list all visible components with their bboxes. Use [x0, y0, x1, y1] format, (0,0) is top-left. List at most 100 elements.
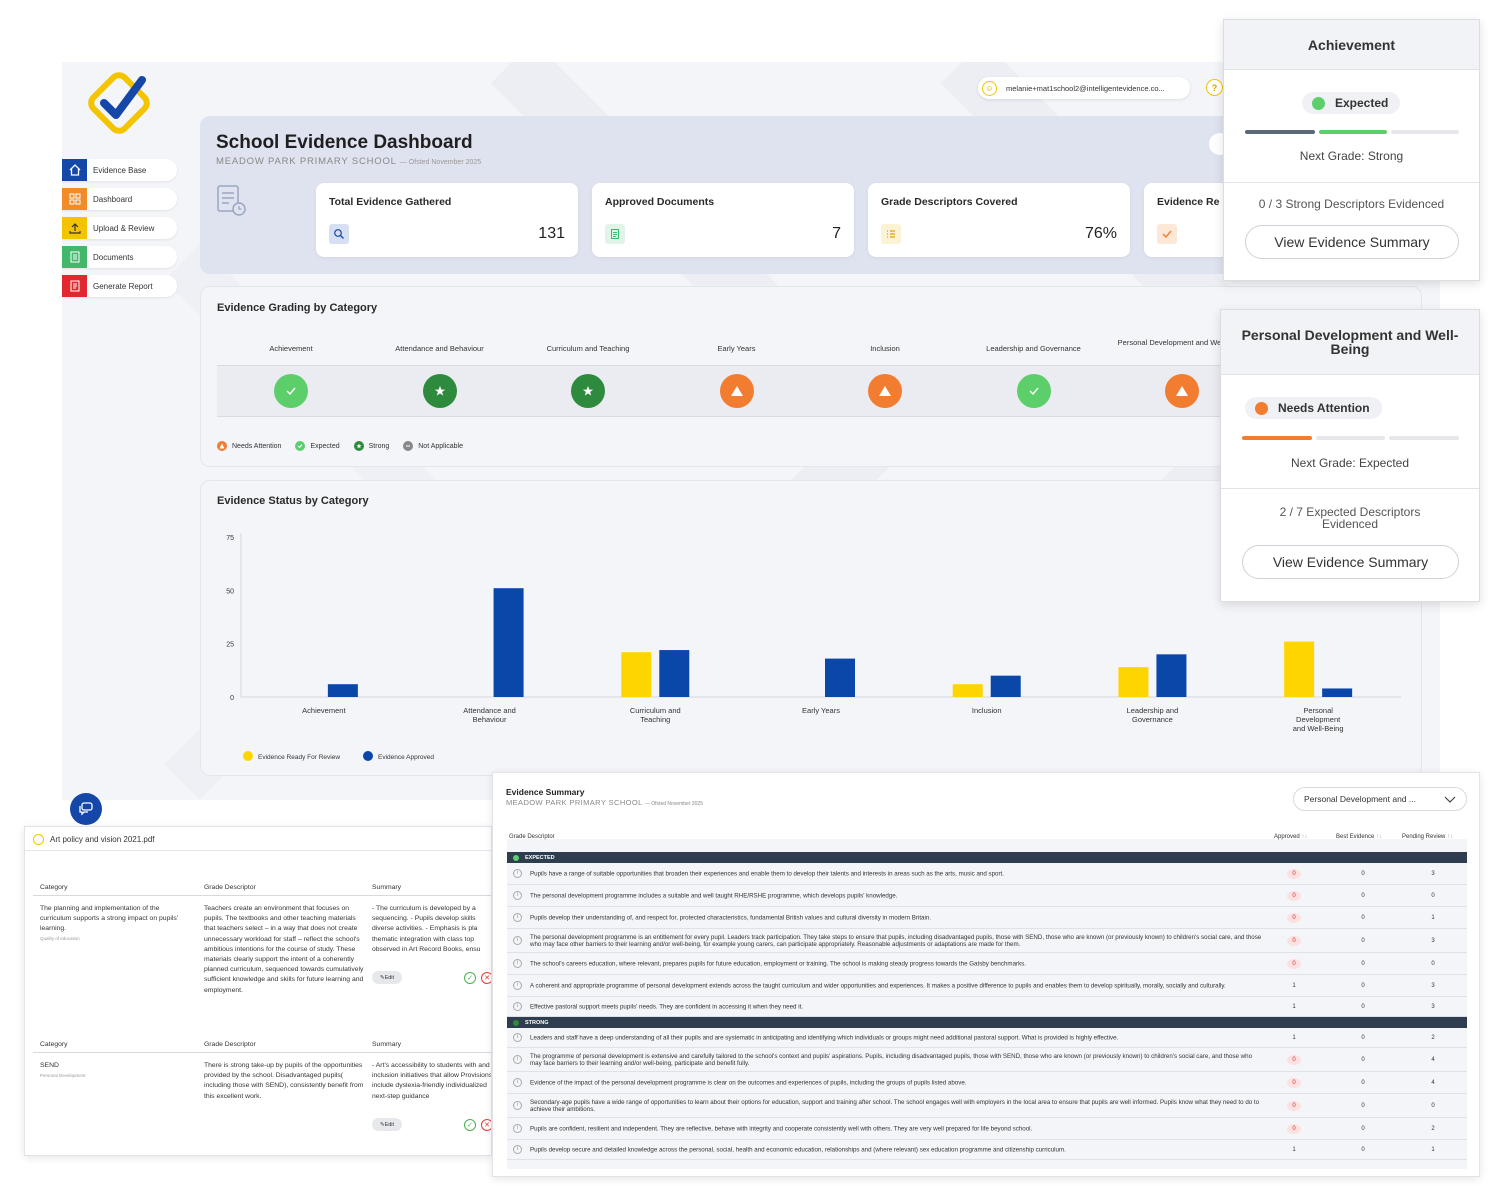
approved-count: 0	[1287, 1054, 1301, 1065]
approve-icon[interactable]: ✓	[464, 972, 476, 984]
info-icon[interactable]: i	[513, 958, 522, 968]
grade-needs-icon[interactable]	[1165, 374, 1199, 408]
descriptor-text: Pupils develop secure and detailed knowl…	[530, 1146, 1066, 1153]
pending-review-count: 0	[1431, 1102, 1435, 1109]
info-icon[interactable]: i	[513, 1123, 522, 1133]
grade-strong-icon[interactable]	[422, 374, 457, 408]
table-row[interactable]: i Pupils develop their understanding of, …	[507, 907, 1467, 929]
approved-count: 0	[1287, 1123, 1301, 1134]
approved-count: 1	[1292, 982, 1296, 989]
sidebar-item-evidence-base[interactable]: Evidence Base	[62, 159, 177, 181]
edit-label: Edit	[384, 1121, 395, 1128]
sidebar-item-dashboard[interactable]: Dashboard	[62, 188, 177, 210]
user-menu[interactable]: ☺ melanie+mat1school2@intelligentevidenc…	[978, 77, 1190, 99]
info-icon[interactable]: i	[513, 1144, 522, 1154]
column-header-category: Category	[40, 1041, 68, 1048]
column-header-approved[interactable]: Approved ↑↓	[1274, 834, 1307, 840]
sidebar-item-documents[interactable]: Documents	[62, 246, 177, 268]
info-icon[interactable]: i	[513, 935, 522, 945]
progress-segment-2	[1319, 130, 1387, 134]
table-row[interactable]: i A coherent and appropriate programme of…	[507, 975, 1467, 997]
sidebar-item-generate-report[interactable]: Generate Report	[62, 275, 177, 297]
info-icon[interactable]: i	[513, 1001, 522, 1011]
info-icon[interactable]: i	[513, 1077, 522, 1087]
descriptor-text: Pupils develop their understanding of, a…	[530, 914, 932, 921]
view-evidence-summary-button[interactable]: View Evidence Summary	[1245, 225, 1459, 259]
grade-category-label: Leadership and Governance	[986, 344, 1081, 353]
stat-card-total-evidence: Total Evidence Gathered 131	[316, 183, 578, 257]
edit-button[interactable]: ✎ Edit	[372, 971, 402, 984]
sidebar-item-upload-review[interactable]: Upload & Review	[62, 217, 177, 239]
table-row[interactable]: i Leaders and staff have a deep understan…	[507, 1028, 1467, 1048]
document-icon	[62, 246, 87, 268]
summary-table: Grade Descriptor Approved ↑↓ Best Eviden…	[507, 834, 1467, 1169]
reject-icon[interactable]: ✕	[481, 1119, 491, 1131]
status-bar-chart: 0 25 50 75 Achievement Attendance and Behaviou…	[226, 533, 1401, 761]
chat-button[interactable]	[70, 793, 102, 825]
legend-strong: Strong	[353, 441, 389, 451]
approve-icon[interactable]: ✓	[464, 1119, 476, 1131]
table-row[interactable]: i The personal development programme is a…	[507, 929, 1467, 953]
legend-swatch	[363, 751, 373, 761]
column-header-best-evidence[interactable]: Best Evidence ↑↓	[1336, 834, 1382, 840]
page-title: School Evidence Dashboard	[216, 132, 473, 153]
reject-icon[interactable]: ✕	[481, 972, 491, 984]
column-label: Best Evidence	[1336, 834, 1375, 840]
stat-value: 7	[832, 225, 841, 242]
info-icon[interactable]: i	[513, 1100, 522, 1110]
column-header-category: Category	[40, 884, 68, 891]
info-icon[interactable]: i	[513, 1054, 522, 1064]
category-select[interactable]: Personal Development and ...	[1293, 787, 1467, 811]
grade-expected-icon[interactable]	[274, 374, 308, 408]
sidebar-item-label: Evidence Base	[93, 165, 147, 175]
table-row[interactable]: i The personal development programme incl…	[507, 885, 1467, 907]
info-icon[interactable]: i	[513, 1032, 522, 1042]
descriptor-text: The personal development programme is an…	[530, 933, 1262, 948]
descriptor-text: The programme of personal development is…	[530, 1052, 1253, 1067]
grade-strong-icon[interactable]	[571, 374, 605, 408]
legend-label: Evidence Ready For Review	[258, 754, 340, 761]
group-label: STRONG	[525, 1019, 549, 1026]
y-tick-label: 25	[226, 642, 234, 649]
best-evidence-count: 0	[1361, 1056, 1365, 1063]
table-row[interactable]: i The programme of personal development i…	[507, 1048, 1467, 1072]
divider	[25, 850, 491, 851]
group-header: EXPECTED	[507, 852, 1467, 863]
edit-button[interactable]: ✎ Edit	[372, 1118, 402, 1131]
best-evidence-count: 0	[1361, 892, 1365, 899]
view-evidence-summary-button[interactable]: View Evidence Summary	[1242, 545, 1459, 579]
table-row[interactable]: i Effective pastoral support meets pupils…	[507, 997, 1467, 1017]
table-row[interactable]: i Secondary-age pupils have a wide range …	[507, 1094, 1467, 1118]
file-icon	[33, 834, 44, 845]
evidence-detail-panel: Art policy and vision 2021.pdf Category …	[24, 826, 492, 1156]
status-chart-panel: Evidence Status by Category 0 25 50 75 Achie…	[200, 480, 1422, 776]
info-icon[interactable]: i	[513, 912, 522, 922]
file-name-text[interactable]: Art policy and vision 2021.pdf	[50, 835, 155, 844]
column-header-summary: Summary	[372, 884, 402, 891]
descriptor-text: There is strong take-up by pupils of the…	[204, 1062, 364, 1100]
upload-icon	[62, 217, 87, 239]
grading-panel: Evidence Grading by Category Needs Atten…	[200, 286, 1422, 467]
grade-category-label: Early Years	[717, 344, 756, 353]
table-row[interactable]: i Pupils develop secure and detailed know…	[507, 1140, 1467, 1160]
help-icon[interactable]: ?	[1206, 79, 1223, 96]
info-icon[interactable]: i	[513, 868, 522, 878]
column-header-pending-review[interactable]: Pending Review ↑↓	[1402, 834, 1453, 840]
bar-ready-for-review	[1118, 667, 1149, 697]
info-icon[interactable]: i	[513, 890, 522, 900]
chat-icon	[79, 802, 93, 816]
table-row[interactable]: i Pupils have a range of suitable opportu…	[507, 863, 1467, 885]
grade-needs-icon[interactable]	[868, 374, 902, 408]
grade-expected-icon[interactable]	[1016, 374, 1051, 408]
category-text: SEND	[40, 1062, 59, 1069]
table-row[interactable]: i Evidence of the impact of the personal …	[507, 1072, 1467, 1094]
grade-needs-icon[interactable]	[719, 374, 754, 408]
bar-ready-for-review	[1284, 641, 1315, 697]
column-header-descriptor: Grade Descriptor	[509, 834, 555, 840]
table-row[interactable]: i The school's careers education, where r…	[507, 953, 1467, 975]
approved-count: 0	[1287, 868, 1301, 879]
info-icon[interactable]: i	[513, 980, 522, 990]
best-evidence-count: 0	[1361, 1003, 1365, 1010]
table-row[interactable]: i Pupils are confident, resilient and ind…	[507, 1118, 1467, 1140]
legend-expected: Expected	[295, 441, 340, 451]
